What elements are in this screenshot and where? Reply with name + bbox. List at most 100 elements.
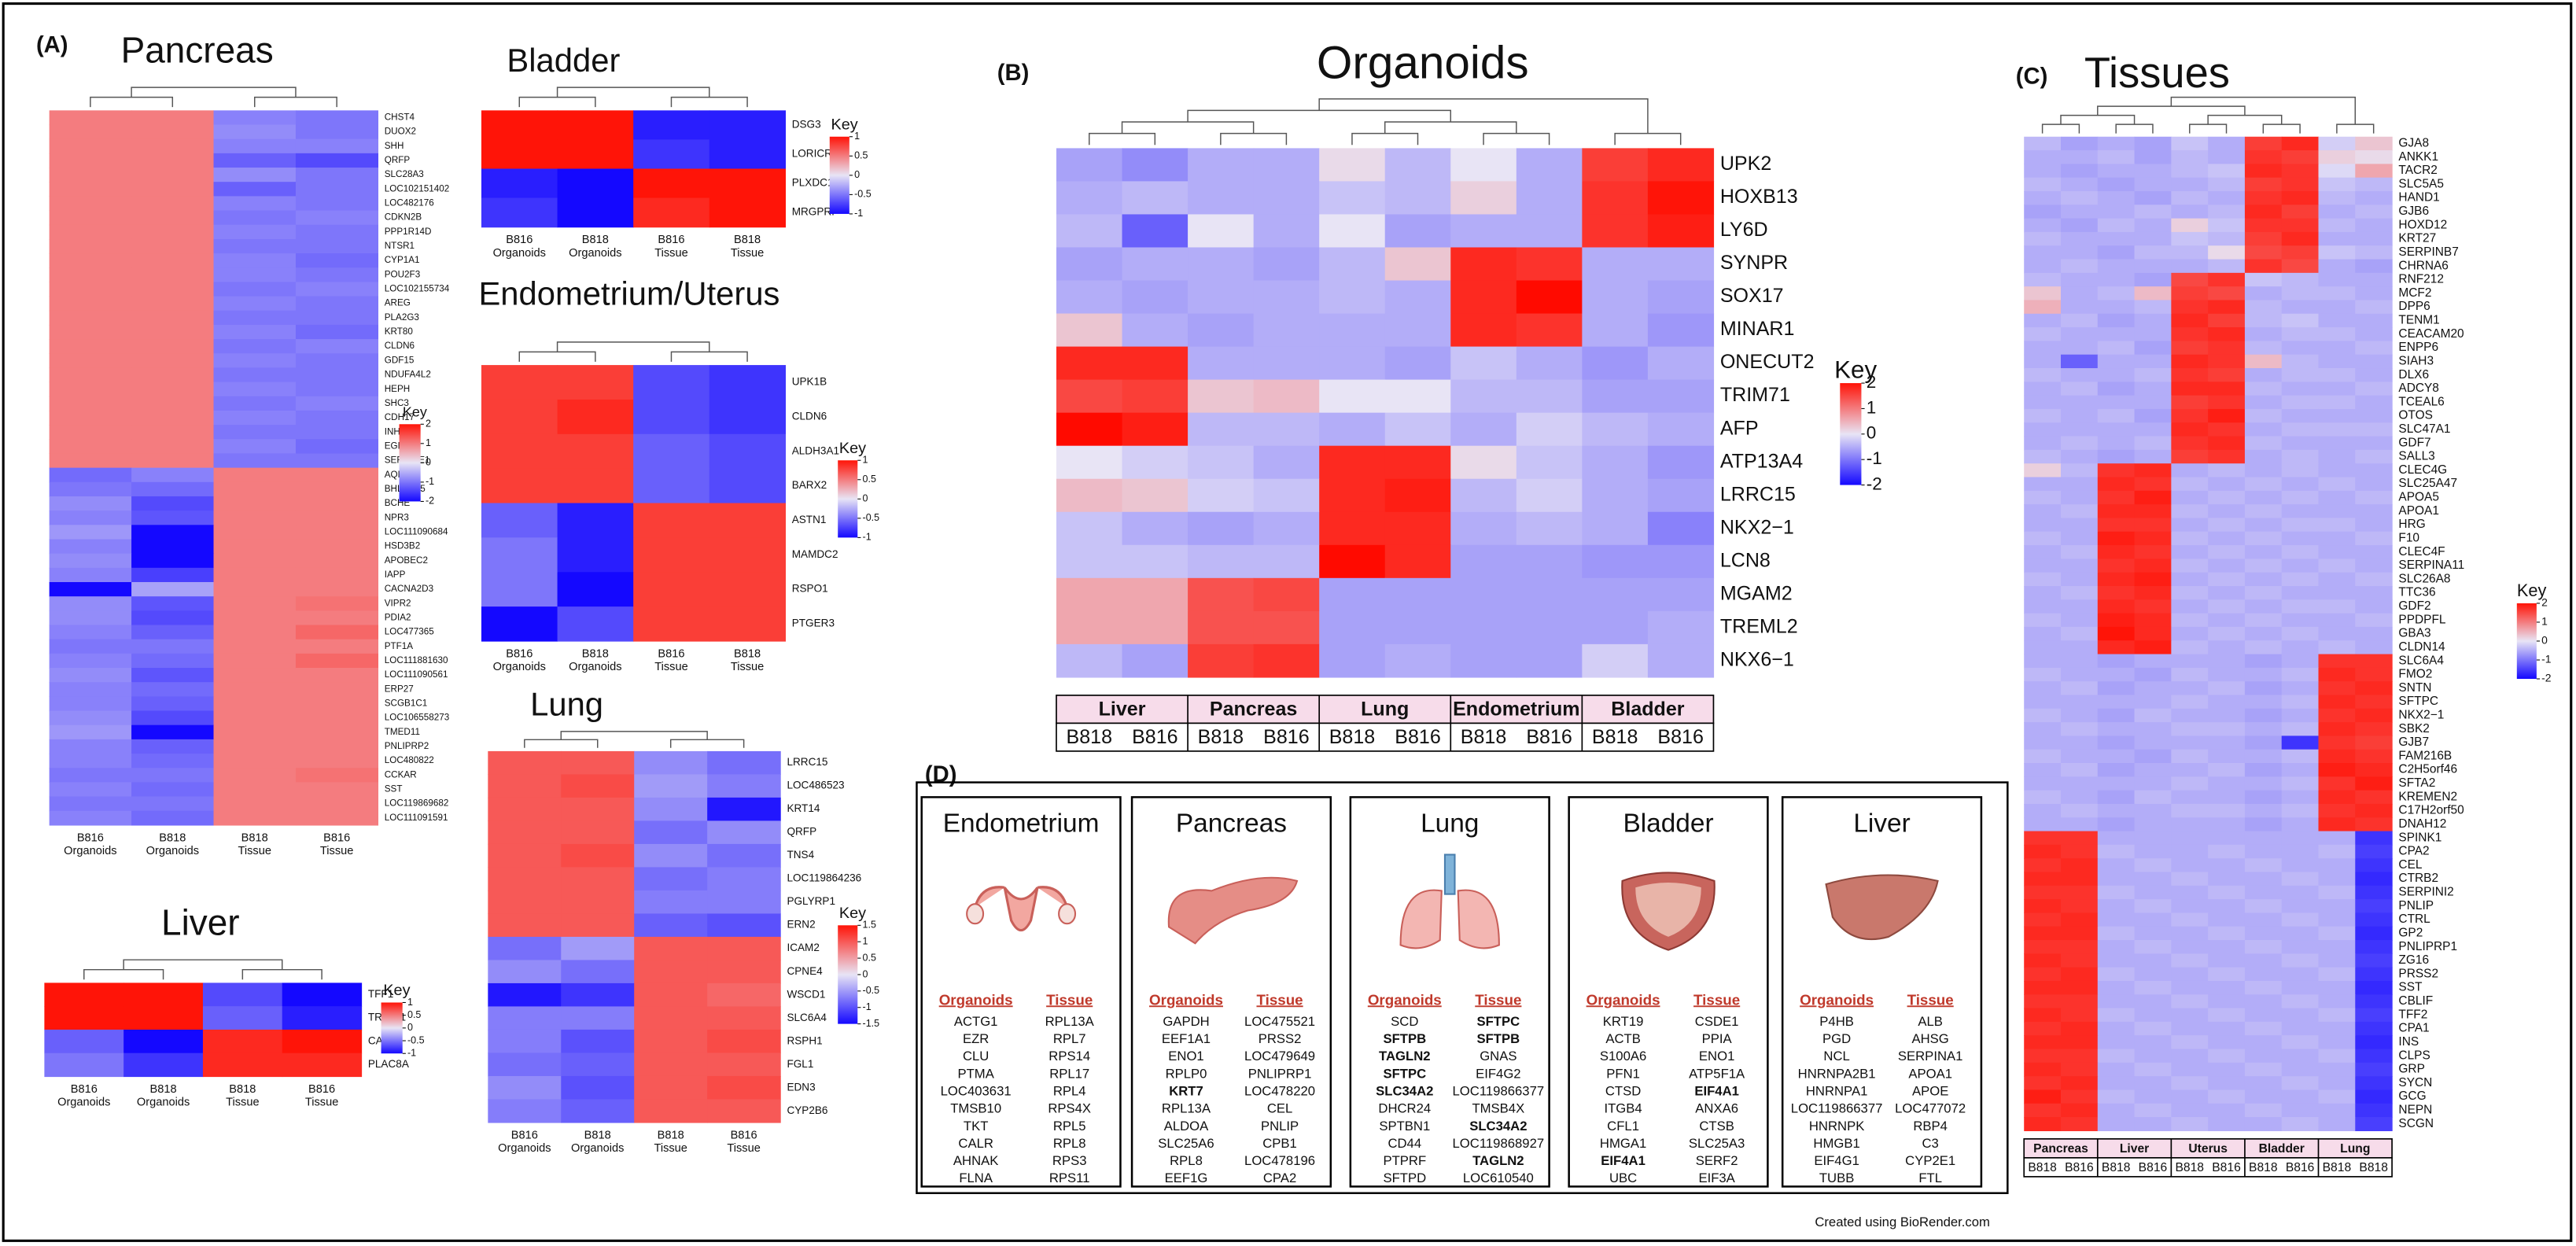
icon-uterus [974,886,1069,932]
heatmap-cell [1122,379,1188,414]
heatmap-cell [2061,872,2099,887]
heatmap-cell [2318,545,2356,559]
key-gradient [1840,383,1862,485]
row-label: CLEC4F [2398,545,2445,558]
gene-item: ENO1 [1699,1049,1734,1064]
heatmap-cell [2355,558,2393,573]
heatmap-cell [295,210,379,226]
heatmap-cell [1122,247,1188,282]
heatmap-cell [2318,722,2356,737]
heatmap-cell [131,696,215,712]
heatmap-cell [2318,395,2356,410]
column-label: B818 [159,831,186,844]
row-label: MGAM2 [1720,582,1793,604]
heatmap-cell [1122,148,1188,182]
heatmap-cell [2318,708,2356,723]
heatmap-cell [2024,763,2062,777]
heatmap-cell [557,468,634,504]
heatmap-cell [1384,247,1451,282]
heatmap-cell [2244,477,2283,492]
row-label: RSPO1 [792,583,828,595]
heatmap-cell [707,867,781,891]
group-label: Bladder [1611,698,1685,720]
gene-item: RPL4 [1053,1084,1086,1099]
heatmap-cell [2355,926,2393,941]
row-label: POU2F3 [385,269,420,279]
heatmap-cell [131,153,215,168]
heatmap-cell [2355,531,2393,546]
column-label: Organoids [64,845,116,857]
heatmap-cell [1319,544,1386,579]
heatmap-cell [2061,272,2099,287]
heatmap-cell [1253,379,1320,414]
heatmap-cell [2244,436,2283,451]
heatmap-cell [49,138,132,154]
heatmap-cell [2171,1021,2209,1036]
heatmap-cell [1056,313,1123,348]
heatmap-cell [2244,259,2283,274]
key-title: Key [839,905,866,922]
heatmap-cell [561,867,635,891]
heatmap-cell [2244,831,2283,846]
row-label: CYP2B6 [787,1104,827,1116]
heatmap-cell [1450,346,1517,381]
heatmap-cell [2171,259,2209,274]
heatmap-cell [295,110,379,126]
heatmap-cell [1319,478,1386,513]
heatmap-cell [633,110,710,141]
list-header: Organoids [939,991,1013,1008]
gene-item: KRT19 [1603,1014,1644,1029]
row-label: LOC111090561 [385,669,448,680]
heatmap-cell [1319,247,1386,282]
row-label: PGLYRP1 [787,895,835,907]
heatmap-cell [2024,477,2062,492]
column-label: Tissue [654,661,688,673]
heatmap-cell [2281,599,2320,614]
heatmap-cell [2134,599,2172,614]
row-label: TTC36 [2398,586,2435,599]
column-label: B816 [731,1130,757,1142]
row-label: HAND1 [2398,191,2439,205]
heatmap-cell [2061,735,2099,750]
heatmap-cell [44,982,124,1007]
row-label: RSPH1 [787,1034,822,1046]
gene-item: ALB [1918,1014,1943,1029]
heatmap-cell [295,353,379,369]
heatmap-cell [131,453,215,469]
heatmap-cell [2061,164,2099,179]
heatmap-cell [2171,899,2209,914]
heatmap-cell [2208,545,2246,559]
heatmap-cell [2281,408,2320,423]
row-label: SLC25A47 [2398,477,2457,490]
heatmap-cell [634,936,708,961]
heatmap-cell [131,682,215,697]
heatmap-cell [2171,191,2209,205]
heatmap-cell [2171,272,2209,287]
heatmap-cell [2208,749,2246,764]
heatmap-cell [2171,341,2209,356]
heatmap-cell [213,639,297,654]
heatmap-cell [2208,817,2246,832]
row-label: GRP [2398,1063,2424,1076]
heatmap-cell [2171,245,2209,260]
heatmap-cell [1056,643,1123,678]
heatmap-cell [49,296,132,312]
heatmap-cell [1647,610,1715,645]
row-label: TCEAL6 [2398,395,2444,408]
heatmap-cell [2318,585,2356,600]
row-label: GJB6 [2398,205,2429,218]
row-label: CLEC4G [2398,463,2447,477]
list-header: Organoids [1368,991,1442,1008]
heatmap-cell [2024,872,2062,887]
heatmap-cell [2061,368,2099,382]
row-label: MRGPRF [792,206,838,218]
list-header: Tissue [1046,991,1093,1008]
row-label: C2H5orf46 [2398,763,2457,776]
heatmap-cell [1056,511,1123,546]
heatmap-cell [2208,572,2246,587]
heatmap-cell [557,537,634,573]
heatmap-cell [1319,379,1386,414]
heatmap-cell [2244,572,2283,587]
heatmap-cell [2134,1062,2172,1077]
heatmap-cell [561,774,635,798]
